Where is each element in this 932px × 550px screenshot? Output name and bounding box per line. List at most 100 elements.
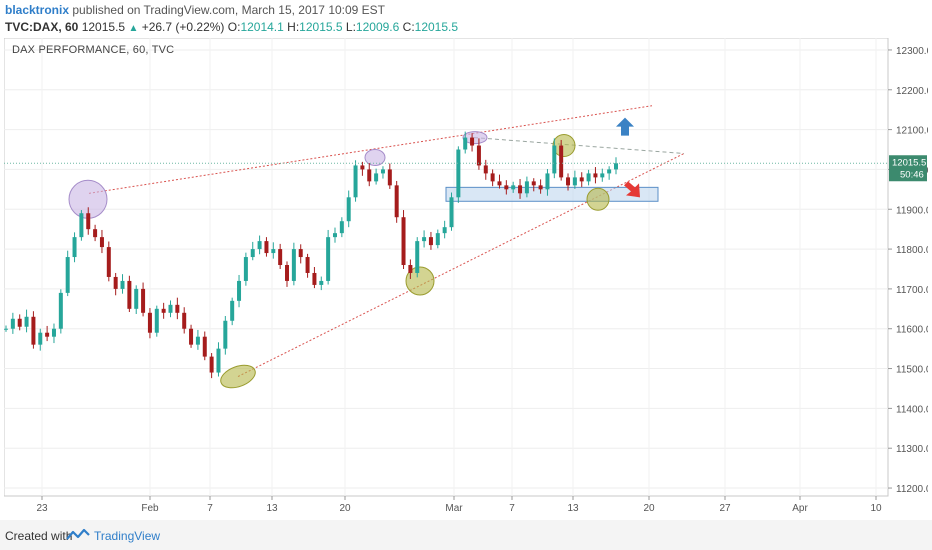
candle-body <box>531 181 536 186</box>
chart-header: blacktronix published on TradingView.com… <box>0 0 932 38</box>
arrow-down-icon <box>624 181 640 198</box>
candle-body <box>332 233 337 238</box>
candle-body <box>113 276 118 289</box>
candle-body <box>141 288 146 313</box>
candle-body <box>24 316 29 327</box>
candle-body <box>31 316 36 345</box>
x-tick-label: 20 <box>339 503 351 514</box>
price-change: +26.7 (+0.22%) <box>141 20 225 34</box>
y-tick-label: 11800.0 <box>896 245 928 256</box>
candle-body <box>312 272 317 285</box>
close-label: C: <box>402 20 415 34</box>
candle-body <box>182 312 187 329</box>
candle-body <box>394 185 399 218</box>
candle-body <box>45 332 50 337</box>
time-axis[interactable]: 23 Feb 7 13 20 Mar 7 13 20 27 Apr 10 <box>36 496 882 514</box>
candle-body <box>435 233 440 246</box>
y-tick-label: 12300.0 <box>896 46 928 57</box>
candle-body <box>483 165 488 174</box>
candle-body <box>538 185 543 190</box>
price-tag <box>889 155 927 182</box>
candle-body <box>408 265 413 273</box>
candle-body <box>202 336 207 357</box>
candle-body <box>195 336 200 345</box>
candle-body <box>401 217 406 266</box>
published-text: published on TradingView.com, March 15, … <box>72 3 386 17</box>
candle-body <box>65 257 70 293</box>
candle-body <box>600 173 605 178</box>
candle-body <box>463 137 468 150</box>
x-tick-label: Mar <box>445 503 463 514</box>
candle-body <box>161 308 166 313</box>
candle-body <box>106 247 111 277</box>
candle-body <box>127 280 132 309</box>
candle-body <box>99 237 104 248</box>
x-tick-label: 7 <box>207 503 213 514</box>
candle-body <box>264 241 269 254</box>
candle-body <box>559 145 564 178</box>
range-box <box>445 186 659 202</box>
x-tick-label: 27 <box>719 503 731 514</box>
candle-body <box>511 185 516 190</box>
candle-body <box>175 304 180 313</box>
candle-body <box>545 173 550 190</box>
candle-body <box>189 328 194 345</box>
publish-line: blacktronix published on TradingView.com… <box>5 3 385 17</box>
tradingview-link[interactable]: TradingView <box>94 529 161 543</box>
candle-body <box>17 318 22 327</box>
y-tick-label: 11200.0 <box>896 484 928 495</box>
tradingview-logo-icon[interactable] <box>66 528 90 542</box>
highlight-circle <box>462 131 488 145</box>
candle-body <box>237 280 242 301</box>
candle-body <box>4 328 8 330</box>
candles <box>4 131 618 379</box>
plot-border <box>3 37 889 497</box>
price-axis[interactable]: 12300.012200.012100.012000.011900.011800… <box>888 46 932 495</box>
low-value: 12009.6 <box>355 20 400 34</box>
candle-body <box>305 257 310 273</box>
candle-body <box>216 348 221 373</box>
candle-body <box>428 237 433 246</box>
candle-body <box>278 249 283 266</box>
price-chart[interactable]: 12300.012200.012100.012000.011900.011800… <box>3 37 932 516</box>
candle-body <box>449 197 454 228</box>
y-tick-label: 11400.0 <box>896 404 928 415</box>
candle-body <box>380 169 385 174</box>
y-tick-label: 11300.0 <box>896 444 928 455</box>
open-label: O: <box>227 20 241 34</box>
candle-body <box>291 249 296 281</box>
candle-body <box>593 173 598 178</box>
candle-body <box>93 229 98 238</box>
candle-body <box>422 237 427 242</box>
highlight-ellipse <box>405 266 435 296</box>
candle-body <box>524 181 529 194</box>
last-price: 12015.5 <box>81 20 126 34</box>
x-tick-label: 7 <box>509 503 515 514</box>
x-tick-label: 10 <box>870 503 882 514</box>
candle-body <box>586 173 591 182</box>
candle-body <box>10 318 15 329</box>
open-value: 12014.1 <box>240 20 284 34</box>
candle-body <box>497 181 502 186</box>
highlight-ellipse <box>552 134 576 158</box>
candle-body <box>147 312 152 333</box>
candle-body <box>518 185 523 194</box>
lower-trendline <box>237 153 685 377</box>
close-value: 12015.5 <box>414 20 459 34</box>
candle-body <box>552 145 557 174</box>
chart-area[interactable]: 12300.012200.012100.012000.011900.011800… <box>3 37 932 516</box>
candle-body <box>456 149 461 198</box>
candle-body <box>271 249 276 254</box>
candle-body <box>360 165 365 170</box>
y-tick-label: 11500.0 <box>896 365 928 376</box>
candle-body <box>353 165 358 198</box>
candle-body <box>168 304 173 313</box>
upper-trendline <box>88 105 653 194</box>
low-label: L: <box>345 20 356 34</box>
author-link[interactable]: blacktronix <box>5 3 70 17</box>
x-tick-label: 13 <box>567 503 579 514</box>
candle-body <box>134 288 139 309</box>
x-tick-label: 13 <box>266 503 278 514</box>
candle-body <box>72 237 77 258</box>
marks: 12015.550:46 <box>4 117 927 198</box>
